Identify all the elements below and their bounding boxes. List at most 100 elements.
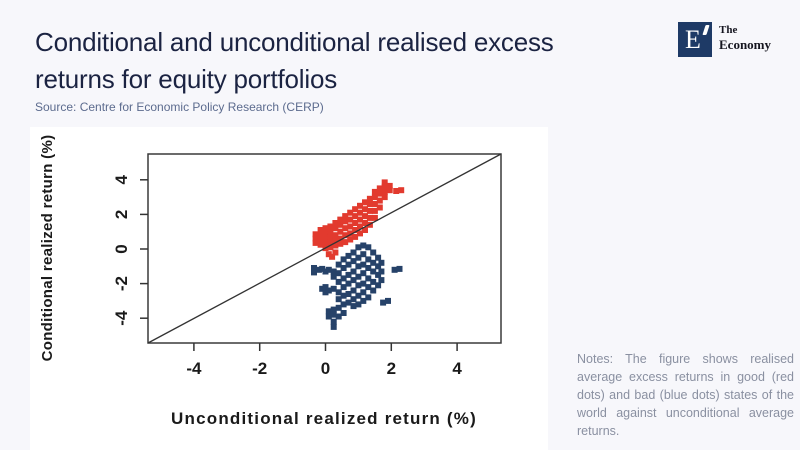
data-point-red	[337, 216, 344, 223]
data-point-blue	[345, 299, 352, 306]
logo-letter: E	[685, 25, 701, 54]
data-point-red	[332, 220, 339, 226]
data-point-blue	[325, 266, 332, 273]
data-point-red	[327, 239, 334, 246]
y-tick-label: -2	[112, 276, 131, 291]
data-point-blue	[311, 269, 317, 276]
data-point-red	[352, 213, 359, 220]
data-point-red	[312, 231, 319, 238]
data-point-red	[366, 214, 373, 221]
data-point-red	[347, 230, 354, 237]
data-point-blue	[391, 266, 398, 273]
data-point-red	[327, 228, 334, 235]
chart-canvas: -4 -2 0 2 4 -4 -2 0 2 4 Unconditional realized re…	[39, 135, 502, 428]
data-point-red	[362, 199, 368, 206]
logo-square: E	[678, 22, 712, 57]
data-point-red	[352, 233, 359, 240]
data-point-blue	[355, 282, 362, 289]
data-point-blue	[350, 303, 357, 310]
data-point-blue	[335, 270, 342, 277]
data-point-red	[376, 197, 383, 204]
data-point-red	[317, 232, 324, 239]
data-point-red	[347, 223, 354, 230]
data-point-blue	[322, 268, 329, 275]
data-point-red	[342, 232, 349, 239]
data-point-red	[322, 225, 329, 232]
data-point-blue	[322, 289, 329, 296]
data-point-red	[342, 213, 349, 220]
data-point-blue	[319, 285, 326, 292]
data-point-red	[357, 216, 363, 223]
data-point-red	[342, 239, 349, 246]
x-axis-label: Unconditional realized return (%)	[171, 409, 477, 428]
data-point-blue	[365, 284, 372, 291]
data-point-red	[366, 201, 373, 207]
x-tick-label: 4	[452, 359, 462, 378]
data-point-blue	[335, 296, 342, 303]
data-point-blue	[365, 265, 372, 271]
data-point-blue	[360, 297, 367, 304]
data-point-red	[337, 221, 344, 228]
data-point-blue	[345, 261, 352, 268]
data-point-blue	[350, 277, 357, 284]
data-point-blue	[360, 289, 367, 296]
data-point-red	[312, 235, 319, 242]
data-point-red	[398, 187, 405, 194]
logo-name-line2: Economy	[719, 37, 771, 52]
data-point-blue	[335, 289, 342, 296]
data-point-blue	[319, 265, 326, 272]
data-point-blue	[340, 310, 347, 316]
data-point-blue	[355, 301, 362, 308]
data-point-blue	[330, 311, 337, 318]
data-point-blue	[396, 265, 403, 272]
data-point-blue	[340, 256, 347, 263]
data-point-red	[376, 185, 383, 192]
data-point-blue	[360, 280, 367, 287]
data-point-blue	[385, 297, 391, 304]
page-title-line2: returns for equity portfolios	[35, 64, 338, 94]
data-point-blue	[330, 306, 337, 313]
data-point-red	[342, 225, 349, 232]
axis-ticks-layer: -4 -2 0 2 4 -4 -2 0 2 4	[112, 175, 462, 378]
logo-name-line1: The	[719, 24, 738, 36]
data-point-red	[371, 214, 378, 221]
data-point-blue	[345, 271, 352, 278]
data-point-red	[317, 241, 324, 248]
data-point-red	[327, 244, 334, 251]
y-tick-label: 2	[112, 210, 131, 219]
data-point-blue	[330, 285, 337, 292]
data-point-red	[357, 202, 363, 209]
page-title-line1: Conditional and unconditional realised e…	[35, 27, 554, 57]
data-point-blue	[365, 244, 372, 251]
data-point-red	[327, 223, 334, 230]
data-point-red	[366, 207, 373, 214]
data-point-red	[357, 209, 363, 216]
data-point-blue	[325, 308, 332, 315]
data-point-blue	[370, 259, 377, 266]
data-point-red	[357, 230, 363, 237]
data-point-red	[386, 187, 393, 194]
data-point-blue	[340, 275, 347, 282]
data-point-red	[332, 249, 339, 256]
data-point-blue	[378, 268, 385, 275]
data-point-blue	[350, 258, 357, 265]
data-point-blue	[365, 256, 372, 263]
data-point-red	[381, 179, 388, 186]
data-point-blue	[322, 284, 329, 291]
data-point-red	[332, 232, 339, 239]
data-points-layer	[311, 179, 405, 330]
data-point-red	[337, 235, 344, 242]
data-point-blue	[340, 301, 347, 308]
data-point-blue	[340, 284, 347, 291]
data-point-red	[327, 233, 334, 240]
data-point-blue	[325, 313, 332, 320]
data-point-blue	[380, 299, 387, 306]
data-point-blue	[355, 273, 362, 280]
identity-line	[147, 153, 502, 344]
data-point-red	[332, 242, 339, 249]
data-point-blue	[375, 282, 382, 289]
data-point-red	[376, 190, 383, 197]
data-point-blue	[378, 277, 385, 284]
data-point-blue	[335, 304, 342, 311]
data-point-blue	[340, 292, 347, 299]
